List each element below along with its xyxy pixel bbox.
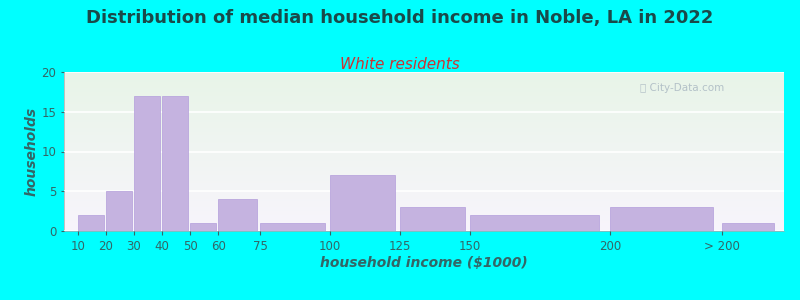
Bar — [190, 223, 216, 231]
Bar — [400, 207, 465, 231]
X-axis label: household income ($1000): household income ($1000) — [320, 256, 528, 270]
Text: White residents: White residents — [340, 57, 460, 72]
Text: Distribution of median household income in Noble, LA in 2022: Distribution of median household income … — [86, 9, 714, 27]
Bar — [162, 96, 188, 231]
Bar — [260, 223, 325, 231]
Bar — [78, 215, 104, 231]
Bar — [610, 207, 714, 231]
Bar — [330, 175, 394, 231]
Bar — [106, 191, 132, 231]
Bar — [218, 199, 257, 231]
Text: ⓘ City-Data.com: ⓘ City-Data.com — [640, 83, 724, 93]
Bar — [722, 223, 774, 231]
Y-axis label: households: households — [25, 107, 38, 196]
Bar — [134, 96, 160, 231]
Bar — [470, 215, 599, 231]
